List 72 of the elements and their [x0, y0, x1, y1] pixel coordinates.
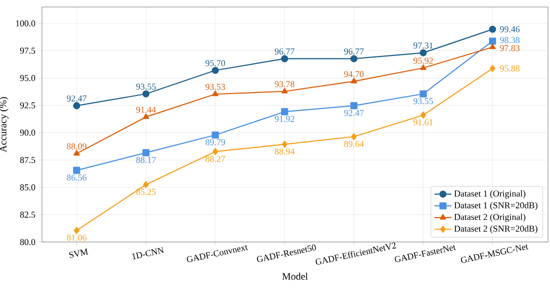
data-label: 92.47 [66, 95, 86, 102]
data-label: 88.94 [274, 148, 295, 155]
data-label: 95.92 [413, 58, 433, 64]
point [420, 49, 427, 56]
data-label: 88.09 [66, 143, 86, 150]
point [282, 140, 288, 148]
data-label: 93.78 [274, 81, 294, 88]
data-label: 92.47 [344, 110, 364, 116]
point [212, 90, 218, 96]
data-label: 95.88 [500, 65, 520, 72]
y-tick-label: 95.0 [20, 74, 36, 82]
data-label: 98.38 [500, 37, 520, 44]
point [73, 166, 80, 174]
point [142, 113, 150, 120]
point [281, 88, 288, 94]
data-label: 96.77 [344, 48, 364, 55]
point [420, 112, 426, 119]
x-tick-label: SVM [69, 248, 88, 258]
legend-label: Dataset 1 (Original) [454, 190, 526, 198]
data-label: 93.55 [136, 84, 156, 90]
data-label: 97.31 [413, 42, 433, 49]
point [350, 78, 358, 84]
data-label: 91.92 [274, 116, 294, 122]
y-tick-label: 87.5 [20, 156, 36, 164]
point [351, 133, 357, 140]
y-tick-label: 100.0 [16, 20, 36, 26]
data-label: 89.64 [344, 140, 364, 147]
point [420, 90, 427, 98]
y-tick-label: 90.0 [20, 130, 36, 136]
data-label: 95.70 [205, 60, 226, 66]
y-tick-label: 80.0 [20, 238, 36, 246]
x-tick-label: 1D-CNN [132, 247, 164, 260]
point [143, 181, 149, 188]
point [142, 149, 150, 156]
point [489, 26, 496, 33]
data-label: 94.70 [344, 71, 364, 78]
x-axis-title: Model [282, 272, 308, 280]
point [212, 148, 218, 156]
point [281, 55, 288, 62]
point [281, 108, 288, 116]
data-label: 93.55 [413, 98, 433, 104]
data-label: 81.06 [66, 234, 86, 241]
y-tick-label: 97.5 [20, 48, 36, 54]
y-tick-label: 92.5 [20, 102, 36, 108]
legend-label: Dataset 2 (SNR=20dB) [454, 225, 538, 234]
data-label: 86.56 [66, 174, 86, 181]
data-label: 97.83 [500, 45, 520, 52]
point [490, 64, 496, 72]
data-label: 89.79 [206, 139, 225, 146]
data-label: 91.61 [413, 119, 433, 126]
data-label: 88.17 [136, 156, 156, 163]
point [142, 90, 150, 98]
point [489, 44, 496, 50]
point [74, 226, 80, 234]
point [212, 66, 219, 74]
data-label: 88.27 [206, 156, 226, 162]
point [212, 131, 219, 139]
point [350, 55, 358, 62]
data-label: 93.53 [205, 84, 226, 90]
data-label: 91.44 [136, 106, 156, 113]
legend-label: Dataset 1 (SNR=20dB) [454, 202, 538, 210]
y-tick-label: 82.5 [20, 212, 36, 218]
data-label: 85.25 [136, 188, 156, 195]
data-label: 99.46 [500, 26, 520, 32]
legend-label: Dataset 2 (Original) [454, 214, 526, 222]
point [73, 102, 80, 110]
data-label: 96.77 [274, 48, 294, 55]
point [350, 102, 358, 110]
point [74, 150, 80, 156]
point [420, 64, 426, 70]
point [489, 38, 496, 45]
y-tick-label: 85.0 [20, 184, 36, 190]
